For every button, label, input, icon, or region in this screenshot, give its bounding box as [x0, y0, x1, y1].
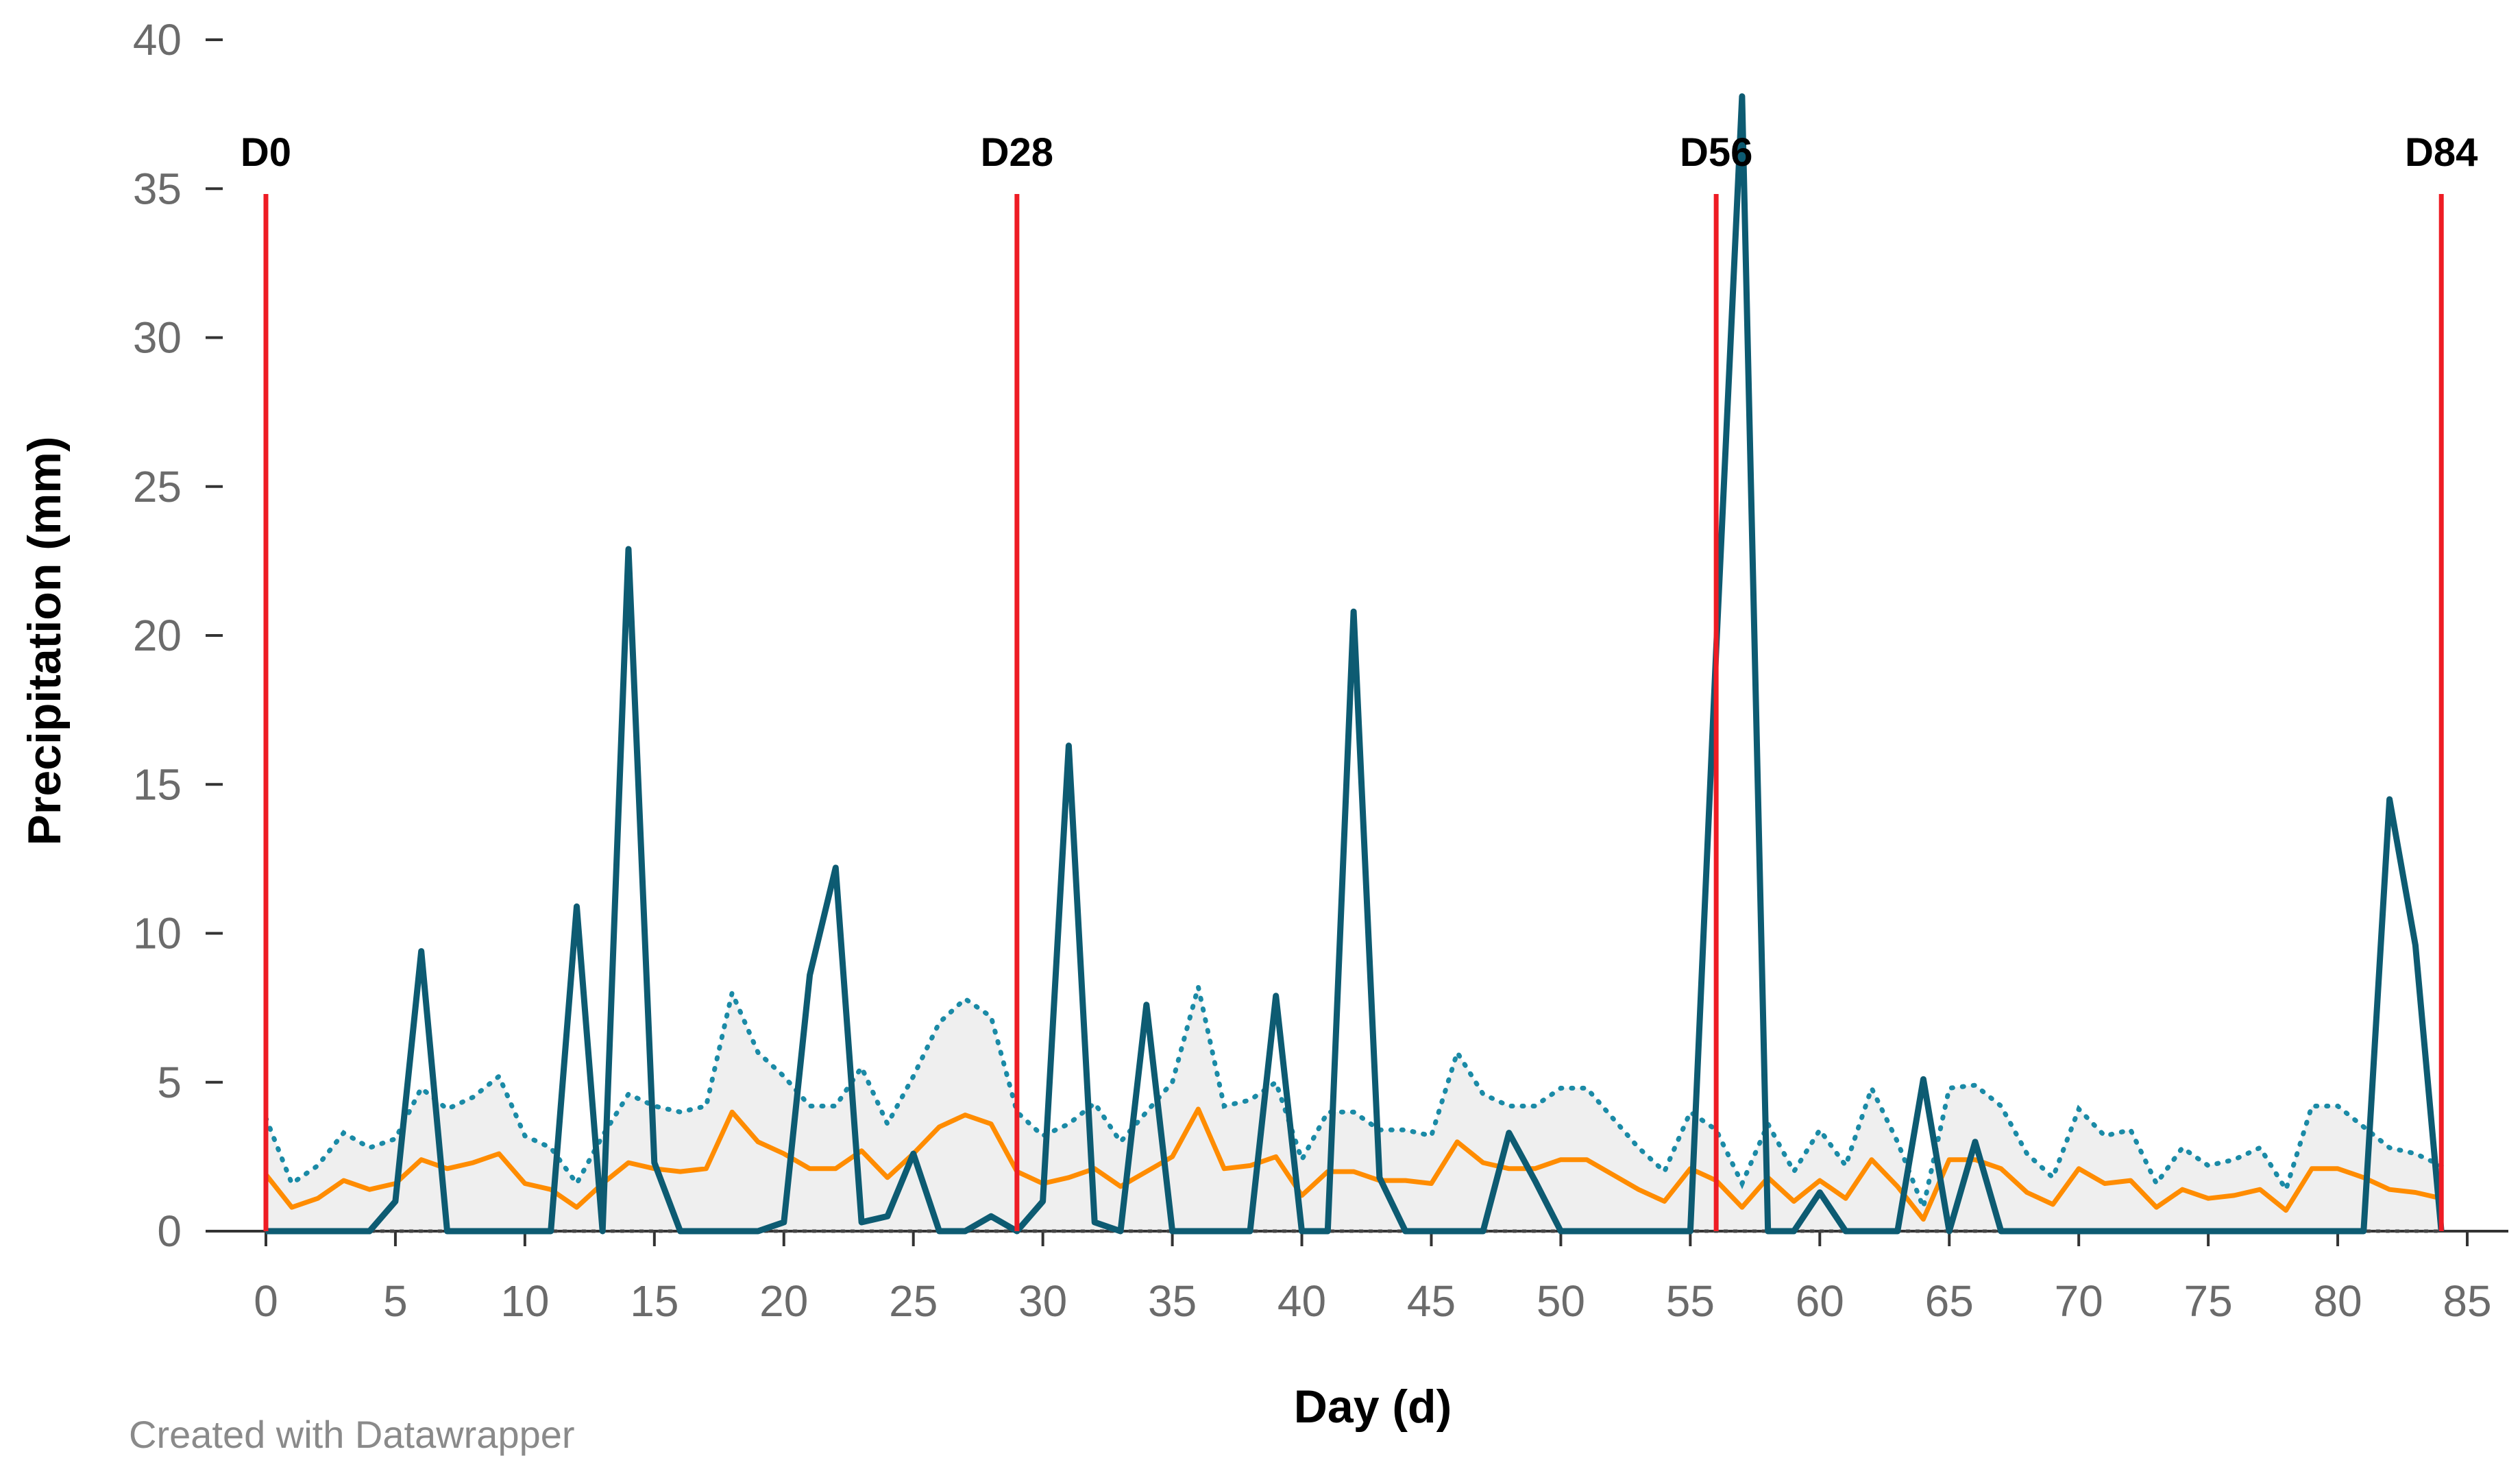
marker-label-d0: D0: [241, 130, 291, 175]
x-tick-label: 30: [1018, 1276, 1067, 1326]
x-tick-label: 65: [1925, 1276, 1974, 1326]
marker-label-d28: D28: [981, 130, 1053, 175]
series-mean-line: [264, 1106, 2442, 1222]
x-tick-label: 5: [383, 1276, 408, 1326]
x-axis-title: Day (d): [1294, 1381, 1452, 1433]
series-observed-line: [266, 93, 2445, 1235]
day-markers: D0 D28 D56 D84: [241, 130, 2478, 1231]
x-tick-label: 75: [2184, 1276, 2233, 1326]
x-tick-label: 50: [1537, 1276, 1585, 1326]
y-tick-label: 40: [133, 15, 182, 64]
series-upper-range-line: [263, 985, 2444, 1216]
x-tick-label: 55: [1666, 1276, 1715, 1326]
y-tick-label: 10: [133, 909, 182, 958]
y-tick-label: 0: [157, 1206, 182, 1256]
marker-label-d84: D84: [2405, 130, 2478, 175]
x-tick-label: 40: [1277, 1276, 1326, 1326]
x-tick-label: 70: [2055, 1276, 2103, 1326]
y-tick-label: 25: [133, 462, 182, 511]
y-tick-label: 35: [133, 164, 182, 213]
x-tick-label: 25: [889, 1276, 938, 1326]
y-axis-title: Precipitation (mm): [19, 437, 71, 846]
x-tick-label: 80: [2313, 1276, 2362, 1326]
y-tick-label: 5: [157, 1058, 182, 1107]
y-tick-label: 20: [133, 611, 182, 660]
y-axis: 0 5 10 15 20 25 30 35 40: [133, 15, 223, 1256]
x-tick-label: 15: [630, 1276, 678, 1326]
x-tick-label: 85: [2443, 1276, 2491, 1326]
marker-label-d56: D56: [1680, 130, 1752, 175]
x-tick-label: 20: [759, 1276, 808, 1326]
x-axis: 0 5 10 15 20 25 30 35 40 45 50 55 60 65 70 75 80 85: [206, 1230, 2508, 1326]
x-tick-label: 60: [1796, 1276, 1844, 1326]
series-layer: [263, 93, 2445, 1235]
y-tick-label: 30: [133, 313, 182, 363]
datawrapper-credit: Created with Datawrapper: [129, 1413, 575, 1456]
x-tick-label: 45: [1407, 1276, 1456, 1326]
x-tick-label: 10: [500, 1276, 549, 1326]
x-tick-label: 0: [254, 1276, 278, 1326]
y-tick-label: 15: [133, 760, 182, 809]
x-tick-label: 35: [1148, 1276, 1197, 1326]
